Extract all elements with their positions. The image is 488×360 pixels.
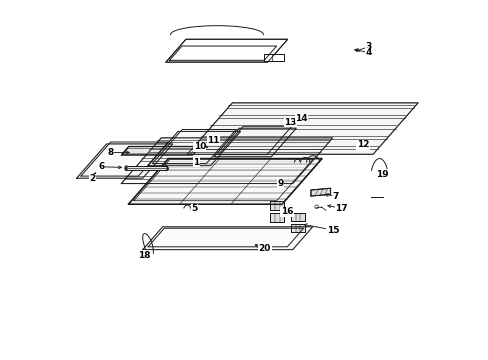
Polygon shape bbox=[121, 138, 332, 184]
Text: 2: 2 bbox=[89, 175, 96, 184]
Polygon shape bbox=[310, 188, 330, 196]
Polygon shape bbox=[148, 131, 240, 166]
Text: 11: 11 bbox=[207, 136, 219, 145]
Text: 4: 4 bbox=[365, 48, 371, 57]
Text: 7: 7 bbox=[331, 192, 338, 201]
Text: 14: 14 bbox=[295, 114, 307, 123]
Text: 10: 10 bbox=[193, 142, 205, 151]
Polygon shape bbox=[165, 39, 287, 62]
Text: 1: 1 bbox=[193, 158, 199, 167]
Polygon shape bbox=[269, 202, 283, 210]
Text: 16: 16 bbox=[280, 207, 293, 216]
Text: 17: 17 bbox=[334, 204, 347, 213]
Polygon shape bbox=[269, 213, 283, 222]
Text: 15: 15 bbox=[326, 225, 339, 234]
Polygon shape bbox=[121, 147, 200, 155]
Text: 18: 18 bbox=[138, 251, 150, 260]
Polygon shape bbox=[214, 128, 296, 157]
Polygon shape bbox=[77, 144, 172, 178]
Text: 13: 13 bbox=[284, 118, 296, 127]
Polygon shape bbox=[142, 227, 312, 249]
Text: 5: 5 bbox=[191, 204, 197, 213]
Text: 20: 20 bbox=[258, 244, 270, 253]
Text: 9: 9 bbox=[277, 179, 283, 188]
Polygon shape bbox=[290, 213, 304, 221]
Polygon shape bbox=[187, 103, 417, 154]
Polygon shape bbox=[128, 158, 322, 204]
Text: 3: 3 bbox=[365, 42, 371, 51]
Text: 8: 8 bbox=[107, 148, 113, 157]
Polygon shape bbox=[290, 224, 304, 232]
Polygon shape bbox=[264, 54, 283, 62]
Text: 6: 6 bbox=[98, 162, 104, 171]
Text: 12: 12 bbox=[356, 140, 368, 149]
Text: 19: 19 bbox=[375, 170, 387, 179]
